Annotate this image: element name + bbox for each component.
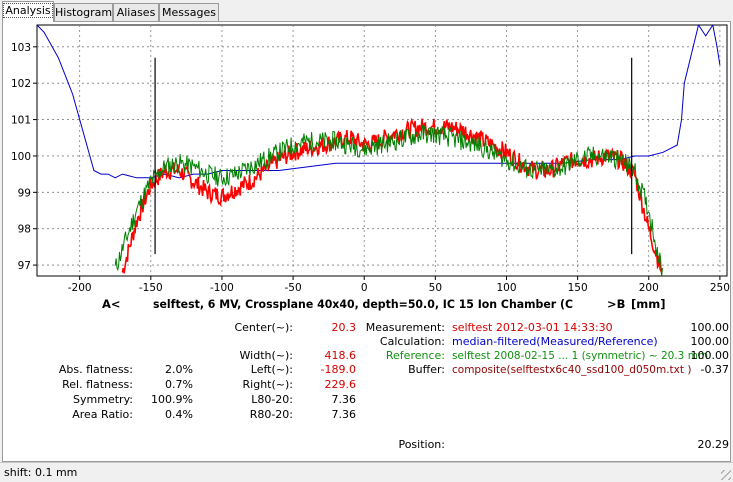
symmetry-label: Symmetry: [73,393,133,406]
calculation-value: median-filtered(Measured/Reference) [452,335,658,348]
analysis-panel: -200 -150 -100 -50 0 50 100 150 200 250 97 98 99 100 1… [2,21,731,462]
right-value: 229.6 [324,378,357,391]
tab-messages[interactable]: Messages [159,3,219,21]
y-tick-label: 98 [18,224,31,236]
measured-series-line [121,117,664,274]
chart-title: selftest, 6 MV, Crossplane 40x40, depth=… [153,297,573,311]
calculation-num: 100.00 [690,335,730,348]
tab-aliases[interactable]: Aliases [113,3,159,21]
measurement-value: selftest 2012-03-01 14:33:30 [452,321,613,334]
x-tick-label: -50 [285,282,302,294]
width-value: 418.6 [324,349,357,362]
rel-flatness-value: 0.7% [165,378,193,391]
y-tick-label: 103 [11,42,31,54]
calculation-label: Calculation: [379,335,445,348]
status-bar: shift: 0.1 mm [0,462,733,482]
area-ratio-value: 0.4% [165,408,193,421]
left-label: Left(~): [250,363,293,376]
axis-unit: [mm] [631,297,665,311]
buffer-value: composite(selftestx6c40_ssd100_d050m.txt… [452,364,692,376]
profile-chart[interactable]: -200 -150 -100 -50 0 50 100 150 200 250 97 98 99 100 1… [3,22,730,314]
x-tick-label: 250 [710,282,730,294]
reference-label: Reference: [385,349,445,362]
status-text: shift: 0.1 mm [4,466,78,479]
y-tick-label: 102 [11,78,31,90]
area-ratio-label: Area Ratio: [72,408,133,421]
x-tick-label: -150 [139,282,163,294]
left-value: -189.0 [320,363,356,376]
tab-analysis[interactable]: Analysis [2,1,54,22]
buffer-num: -0.37 [700,363,729,376]
x-tick-label: 200 [639,282,659,294]
x-tick-label: 100 [496,282,516,294]
r80-20-label: R80-20: [249,408,293,421]
tab-histogram-label: Histogram [55,6,113,19]
y-tick-label: 97 [18,260,31,272]
tab-messages-label: Messages [162,6,216,19]
stats-area: Abs. flatness: 2.0% Rel. flatness: 0.7% … [3,317,730,462]
width-label: Width(~): [239,349,293,362]
rel-flatness-label: Rel. flatness: [62,378,133,391]
x-tick-label: 0 [361,282,368,294]
axis-label-a: A< [102,297,121,311]
right-label: Right(~): [242,378,293,391]
l80-20-value: 7.36 [331,393,357,406]
measurement-num: 100.00 [690,321,730,334]
ratio-series-line [37,25,721,179]
abs-flatness-label: Abs. flatness: [58,363,133,376]
x-tick-label: 150 [568,282,588,294]
l80-20-label: L80-20: [251,393,293,406]
symmetry-value: 100.9% [151,393,193,406]
reference-num: 100.00 [690,349,730,362]
position-value: 20.29 [697,438,730,451]
y-tick-label: 101 [11,115,31,127]
resize-grip-icon[interactable] [721,470,731,480]
tab-bar: Analysis Histogram Aliases Messages [0,0,733,22]
x-tick-label: -100 [210,282,234,294]
position-label: Position: [398,438,445,451]
y-tick-label: 99 [18,187,31,199]
axis-label-b: >B [607,297,625,311]
r80-20-value: 7.36 [331,408,357,421]
reference-series-line [114,124,663,276]
center-value: 20.3 [331,321,357,334]
x-tick-label: -200 [68,282,92,294]
tab-aliases-label: Aliases [116,6,156,19]
y-tick-label: 100 [11,151,31,163]
buffer-label: Buffer: [408,363,445,376]
center-label: Center(~): [234,321,293,334]
measurement-label: Measurement: [365,321,445,334]
abs-flatness-value: 2.0% [165,363,193,376]
x-tick-label: 50 [429,282,442,294]
tab-analysis-label: Analysis [3,3,53,18]
reference-value: selftest 2008-02-15 ... 1 (symmetric) ~ … [452,350,709,362]
tab-histogram[interactable]: Histogram [54,3,113,21]
